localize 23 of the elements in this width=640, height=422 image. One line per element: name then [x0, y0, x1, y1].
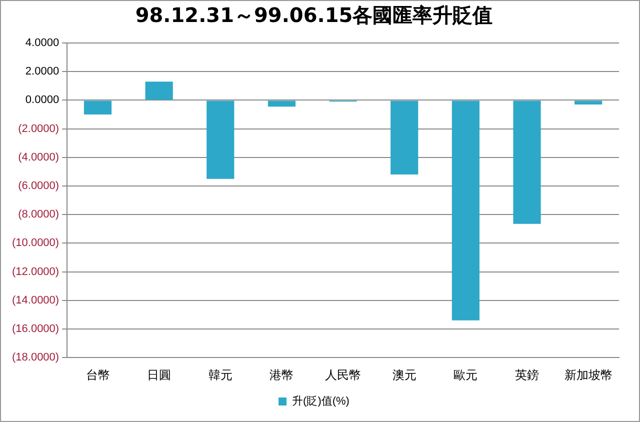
y-tick-label: (6.0000): [18, 180, 60, 192]
y-tick-label: (18.0000): [12, 352, 60, 364]
y-tick-label: (4.0000): [18, 151, 60, 164]
x-tick-label: 台幣: [86, 368, 110, 382]
x-tick-label: 澳元: [392, 368, 416, 382]
y-tick-label: (10.0000): [12, 237, 60, 250]
x-tick-label: 港幣: [270, 368, 294, 382]
legend-label: 升(貶)值(%): [292, 394, 350, 408]
y-tick-label: 4.0000: [25, 37, 60, 50]
y-tick-label: 0.0000: [25, 94, 60, 106]
x-tick-label: 日圓: [147, 368, 172, 382]
y-tick-label: (8.0000): [18, 208, 60, 221]
y-tick-label: (12.0000): [12, 266, 60, 278]
x-tick-label: 韓元: [208, 368, 232, 382]
chart-title: 98.12.31～99.06.15各國匯率升貶值: [135, 3, 493, 28]
x-tick-label: 英鎊: [515, 368, 540, 382]
y-tick-label: (2.0000): [18, 122, 60, 135]
y-tick-label: 2.0000: [25, 66, 60, 78]
y-tick-label: (16.0000): [12, 323, 60, 336]
x-tick-label: 歐元: [454, 368, 478, 382]
x-tick-label: 人民幣: [325, 368, 362, 382]
y-tick-label: (14.0000): [12, 294, 60, 306]
x-tick-label: 新加坡幣: [564, 368, 612, 382]
